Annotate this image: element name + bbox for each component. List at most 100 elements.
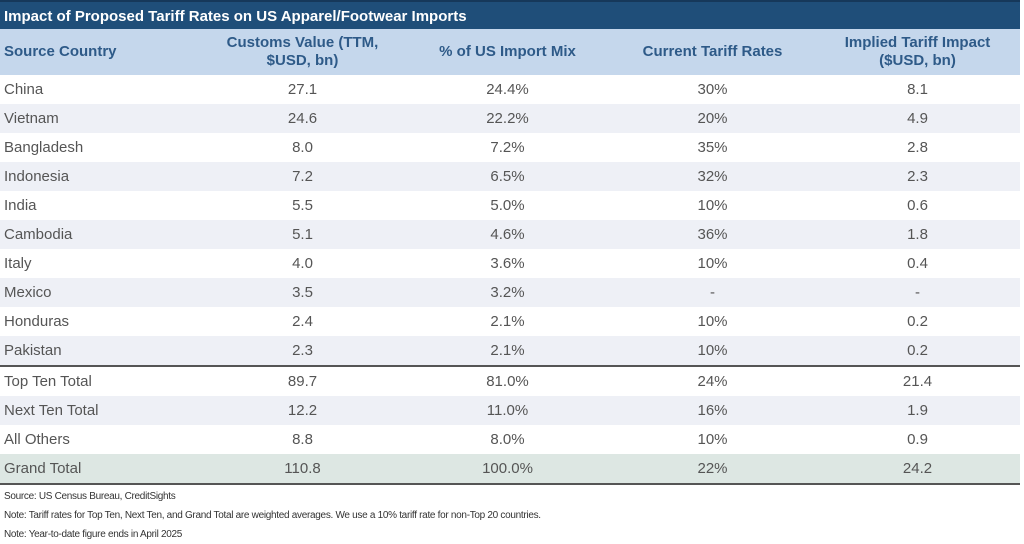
tariff-rate-cell: 24% [610,365,815,396]
customs-value-cell: 2.4 [292,313,313,330]
column-header-customs-value: Customs Value (TTM, $USD, bn) [200,29,405,75]
import-mix-cell: 3.6% [490,255,525,272]
import-mix-cell: 8.0% [490,431,525,448]
import-mix-cell: 2.1% [405,336,610,366]
import-mix-cell: 22.2% [405,104,610,133]
country-cell: Grand Total [0,454,200,485]
customs-value-cell: 5.1 [200,220,405,249]
customs-value-cell: 3.5 [200,278,405,307]
country-cell: Pakistan [0,336,200,366]
import-mix-cell: 81.0% [405,365,610,396]
implied-impact-cell: 24.2 [815,454,1020,485]
customs-value-cell: 4.0 [292,255,313,272]
total-row: Top Ten Total 89.7 81.0% 24% 21.4 [0,365,1020,396]
implied-impact-cell: 2.8 [907,139,928,156]
import-mix-cell: 24.4% [486,81,529,98]
country-cell: Vietnam [0,104,200,133]
tariff-rate-cell: 16% [610,396,815,425]
total-row: All Others 8.8 8.0% 10% 0.9 [0,425,1020,454]
customs-value-cell: 7.2 [200,162,405,191]
import-mix-cell: 4.6% [405,220,610,249]
tariff-rate-cell: 22% [610,454,815,485]
implied-impact-cell: 2.3 [815,162,1020,191]
table-row: Indonesia 7.2 6.5% 32% 2.3 [0,162,1020,191]
ytd-note: Note: Year-to-date figure ends in April … [4,529,183,540]
source-note: Source: US Census Bureau, CreditSights [4,491,176,502]
column-header-implied-impact: Implied Tariff Impact ($USD, bn) [815,29,1020,75]
import-mix-cell: 7.2% [490,139,525,156]
column-header-source-country: Source Country [0,29,200,75]
customs-value-cell: 5.5 [292,197,313,214]
customs-value-cell: 2.3 [200,336,405,366]
customs-value-cell: 8.0 [292,139,313,156]
implied-impact-cell: 0.2 [815,336,1020,366]
country-cell: Indonesia [0,162,200,191]
country-cell: Italy [4,255,32,272]
tariff-rate-cell: 36% [610,220,815,249]
table-row: Honduras 2.4 2.1% 10% 0.2 [0,307,1020,336]
import-mix-cell: 6.5% [405,162,610,191]
implied-impact-cell: 0.9 [907,431,928,448]
header-line: $USD, bn) [266,52,339,69]
country-cell: Bangladesh [4,139,84,156]
implied-impact-cell: 0.2 [907,313,928,330]
table-row: Italy 4.0 3.6% 10% 0.4 [0,249,1020,278]
tariff-rate-cell: - [610,278,815,307]
table-row: Cambodia 5.1 4.6% 36% 1.8 [0,220,1020,249]
customs-value-cell: 12.2 [200,396,405,425]
country-cell: Next Ten Total [0,396,200,425]
table-row: Vietnam 24.6 22.2% 20% 4.9 [0,104,1020,133]
tariff-rate-cell: 35% [697,139,728,156]
implied-impact-cell: 4.9 [815,104,1020,133]
total-row: Next Ten Total 12.2 11.0% 16% 1.9 [0,396,1020,425]
country-cell: China [4,81,44,98]
import-mix-cell: 100.0% [405,454,610,485]
implied-impact-cell: 0.6 [907,197,928,214]
import-mix-cell: 2.1% [490,313,525,330]
header-line: Implied Tariff Impact [844,34,991,51]
tariff-rate-cell: 10% [697,431,728,448]
table-row: Bangladesh 8.0 7.2% 35% 2.8 [0,133,1020,162]
header-line: Source Country [4,43,117,60]
country-cell: All Others [4,431,70,448]
header-line: Customs Value (TTM, [226,34,379,51]
implied-impact-cell: 8.1 [907,81,928,98]
country-cell: India [4,197,37,214]
header-line: Current Tariff Rates [642,43,783,60]
implied-impact-cell: 1.9 [815,396,1020,425]
header-line: % of US Import Mix [439,43,576,60]
import-mix-cell: 3.2% [405,278,610,307]
customs-value-cell: 8.8 [292,431,313,448]
implied-impact-cell: 21.4 [815,365,1020,396]
implied-impact-cell: - [815,278,1020,307]
country-cell: Top Ten Total [0,365,200,396]
tariff-rate-cell: 10% [697,197,728,214]
country-cell: Mexico [0,278,200,307]
weighted-average-note: Note: Tariff rates for Top Ten, Next Ten… [4,510,541,521]
header-line: ($USD, bn) [879,52,956,69]
tariff-rate-cell: 30% [697,81,728,98]
table-row: Mexico 3.5 3.2% - - [0,278,1020,307]
column-header-import-mix: % of US Import Mix [405,29,610,75]
customs-value-cell: 110.8 [200,454,405,485]
tariff-rate-cell: 10% [697,313,728,330]
implied-impact-cell: 1.8 [815,220,1020,249]
tariff-table: Source Country Customs Value (TTM, $USD,… [0,29,1020,485]
table-row: China 27.1 24.4% 30% 8.1 [0,75,1020,104]
table-title: Impact of Proposed Tariff Rates on US Ap… [0,0,1020,29]
tariff-rate-cell: 32% [610,162,815,191]
customs-value-cell: 89.7 [200,365,405,396]
table-row: India 5.5 5.0% 10% 0.6 [0,191,1020,220]
header-row: Source Country Customs Value (TTM, $USD,… [0,29,1020,75]
implied-impact-cell: 0.4 [907,255,928,272]
import-mix-cell: 11.0% [405,396,610,425]
tariff-rate-cell: 10% [697,255,728,272]
customs-value-cell: 24.6 [200,104,405,133]
footnotes: Source: US Census Bureau, CreditSights N… [0,485,1020,544]
tariff-rate-cell: 20% [610,104,815,133]
country-cell: Honduras [4,313,70,330]
country-cell: Cambodia [0,220,200,249]
tariff-rate-cell: 10% [610,336,815,366]
column-header-current-tariff: Current Tariff Rates [610,29,815,75]
